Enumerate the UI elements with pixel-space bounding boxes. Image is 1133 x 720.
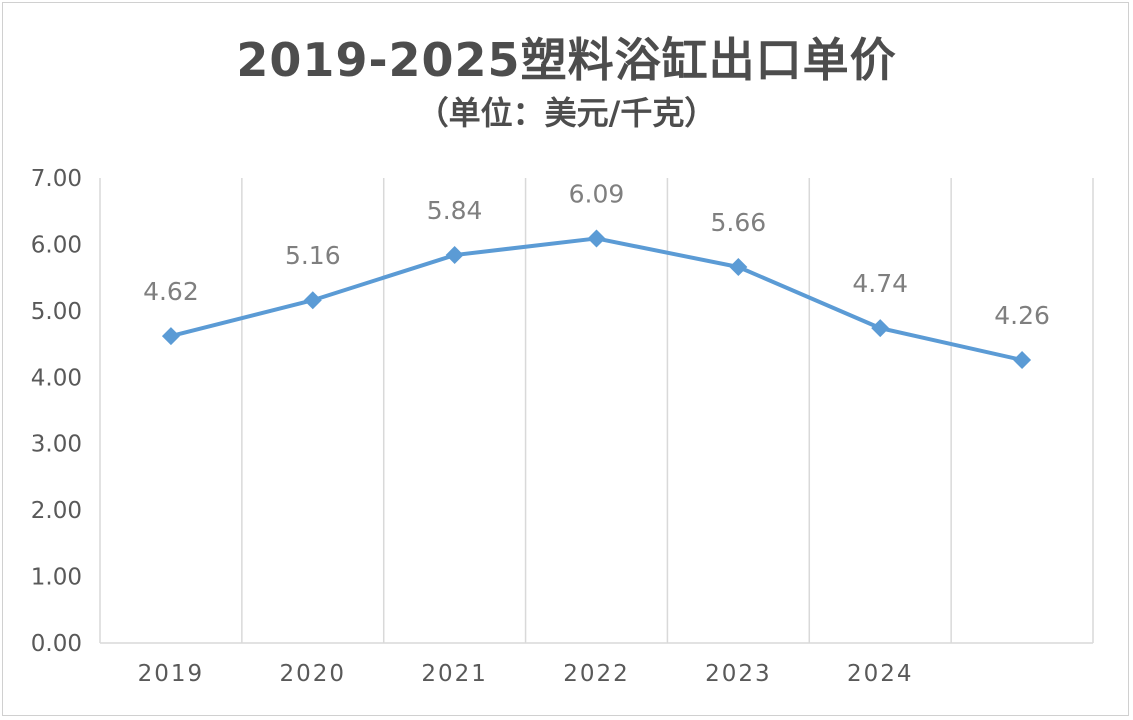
y-tick-label: 4.00 [31, 365, 82, 391]
x-tick-label: 2019 [138, 661, 205, 687]
y-tick-label: 1.00 [31, 565, 82, 591]
data-point-marker [445, 246, 464, 265]
y-tick-label: 0.00 [31, 631, 82, 657]
x-tick-label: 2021 [421, 661, 488, 687]
y-axis-ticks: 0.00 1.00 2.00 3.00 4.00 5.00 6.00 7.00 [31, 166, 82, 657]
data-point-marker [871, 319, 890, 338]
y-tick-label: 5.00 [31, 299, 82, 325]
data-point-marker [303, 291, 322, 310]
x-tick-label: 2020 [280, 661, 347, 687]
grid-lines [99, 178, 1094, 643]
y-tick-label: 2.00 [31, 498, 82, 524]
x-axis-ticks: 2019 2020 2021 2022 2023 2024 [138, 661, 914, 687]
chart-title: 2019-2025塑料浴缸出口单价 [236, 33, 897, 87]
data-label: 5.66 [711, 208, 767, 237]
series-markers [161, 229, 1032, 370]
data-point-marker [1013, 351, 1032, 370]
data-label: 6.09 [569, 179, 625, 208]
data-label: 5.16 [285, 241, 341, 270]
data-point-marker [161, 327, 180, 346]
data-point-marker [587, 229, 606, 248]
y-tick-label: 7.00 [31, 166, 82, 192]
y-tick-label: 3.00 [31, 432, 82, 458]
data-label: 5.84 [427, 196, 483, 225]
y-tick-label: 6.00 [31, 232, 82, 258]
data-label: 4.26 [994, 301, 1050, 330]
chart-subtitle: （单位：美元/千克） [416, 94, 717, 132]
data-label: 4.62 [143, 277, 199, 306]
x-tick-label: 2023 [705, 661, 772, 687]
x-tick-label: 2022 [563, 661, 630, 687]
x-tick-label: 2024 [847, 661, 914, 687]
data-point-marker [729, 258, 748, 277]
data-labels: 4.62 5.16 5.84 6.09 5.66 4.74 4.26 [143, 179, 1050, 330]
data-label: 4.74 [852, 269, 908, 298]
